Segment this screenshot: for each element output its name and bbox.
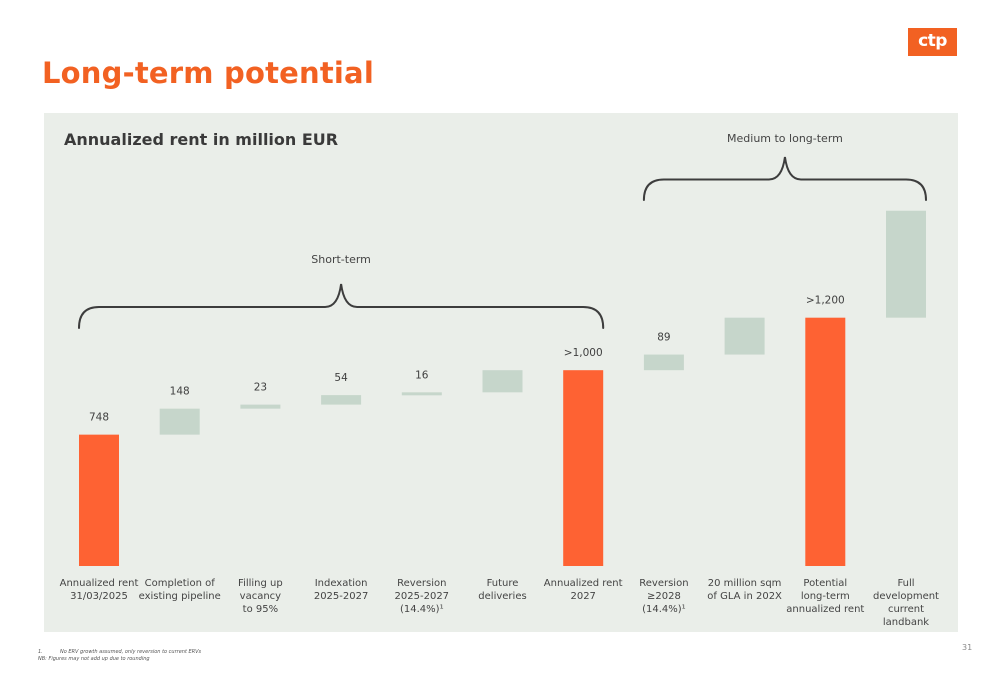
category-label-5-line-1: deliveries <box>478 591 526 602</box>
category-label-0: Annualized rent 31/03/2025 <box>60 578 139 602</box>
category-label-4: Reversion 2025-2027 (14.4%)¹ <box>395 578 450 615</box>
brace-1 <box>644 157 926 200</box>
brace-0 <box>79 284 603 328</box>
brace-label-0: Short-term <box>311 253 371 266</box>
category-label-2-line-0: Filling up <box>238 578 283 589</box>
category-label-1-line-1: existing pipeline <box>139 591 221 602</box>
data-label-9: >1,200 <box>806 295 845 307</box>
category-label-1-line-0: Completion of <box>145 578 216 589</box>
category-label-2-line-1: vacancy <box>240 591 282 602</box>
category-label-1: Completion of existing pipeline <box>139 578 221 602</box>
category-label-3: Indexation 2025-2027 <box>314 578 369 602</box>
category-label-7-line-2: (14.4%)¹ <box>642 604 686 615</box>
footnote-2: NB: Figures may not add up due to roundi… <box>38 656 150 662</box>
category-label-8: 20 million sqm of GLA in 202X <box>707 578 782 602</box>
category-label-0-line-0: Annualized rent <box>60 578 139 589</box>
category-label-6-line-0: Annualized rent <box>544 578 623 589</box>
bar-4 <box>402 392 442 395</box>
page-number: 31 <box>962 643 972 652</box>
data-label-7: 89 <box>657 332 670 344</box>
bar-7 <box>644 355 684 371</box>
category-label-7-line-0: Reversion <box>639 578 688 589</box>
data-label-1: 148 <box>170 386 190 398</box>
bar-0 <box>79 435 119 566</box>
category-label-7: Reversion ≥2028 (14.4%)¹ <box>639 578 688 615</box>
bar-6 <box>563 370 603 566</box>
category-label-4-line-2: (14.4%)¹ <box>400 604 444 615</box>
data-label-0: 748 <box>89 412 109 424</box>
category-label-7-line-1: ≥2028 <box>647 591 681 602</box>
category-label-10-line-2: current <box>888 604 924 615</box>
category-label-5-line-0: Future <box>487 578 519 589</box>
category-label-9: Potential long-term annualized rent <box>786 578 864 615</box>
category-label-0-line-1: 31/03/2025 <box>70 591 128 602</box>
category-label-8-line-0: 20 million sqm <box>708 578 782 589</box>
category-label-3-line-0: Indexation <box>315 578 368 589</box>
category-label-4-line-0: Reversion <box>397 578 446 589</box>
data-label-4: 16 <box>415 369 429 381</box>
category-label-9-line-1: long-term <box>801 591 850 602</box>
category-label-10-line-1: development <box>873 591 939 602</box>
category-label-2: Filling up vacancy to 95% <box>238 578 283 615</box>
category-label-9-line-2: annualized rent <box>786 604 864 615</box>
category-label-10-line-0: Full <box>897 578 914 589</box>
bar-3 <box>321 395 361 404</box>
bar-9 <box>805 318 845 566</box>
category-label-4-line-1: 2025-2027 <box>395 591 450 602</box>
category-label-3-line-1: 2025-2027 <box>314 591 369 602</box>
category-label-5: Future deliveries <box>478 578 526 602</box>
data-label-2: 23 <box>254 382 267 394</box>
category-label-10: Full development current landbank <box>873 578 939 628</box>
category-label-8-line-1: of GLA in 202X <box>707 591 782 602</box>
footnote-1-number: 1. <box>38 649 60 655</box>
category-label-6: Annualized rent 2027 <box>544 578 623 602</box>
category-label-9-line-0: Potential <box>803 578 847 589</box>
category-label-2-line-2: to 95% <box>243 604 278 615</box>
bar-10 <box>886 211 926 318</box>
data-label-3: 54 <box>334 372 348 384</box>
bar-8 <box>725 318 765 355</box>
bar-1 <box>160 409 200 435</box>
bar-2 <box>240 405 280 409</box>
brace-label-1: Medium to long-term <box>727 132 843 145</box>
footnote-1: 1. No ERV growth assumed, only reversion … <box>38 649 201 655</box>
category-label-10-line-3: landbank <box>883 617 929 628</box>
footnote-1-text: No ERV growth assumed, only reversion to… <box>60 649 201 655</box>
category-label-6-line-1: 2027 <box>570 591 595 602</box>
bar-5 <box>483 370 523 392</box>
data-label-6: >1,000 <box>564 347 603 359</box>
